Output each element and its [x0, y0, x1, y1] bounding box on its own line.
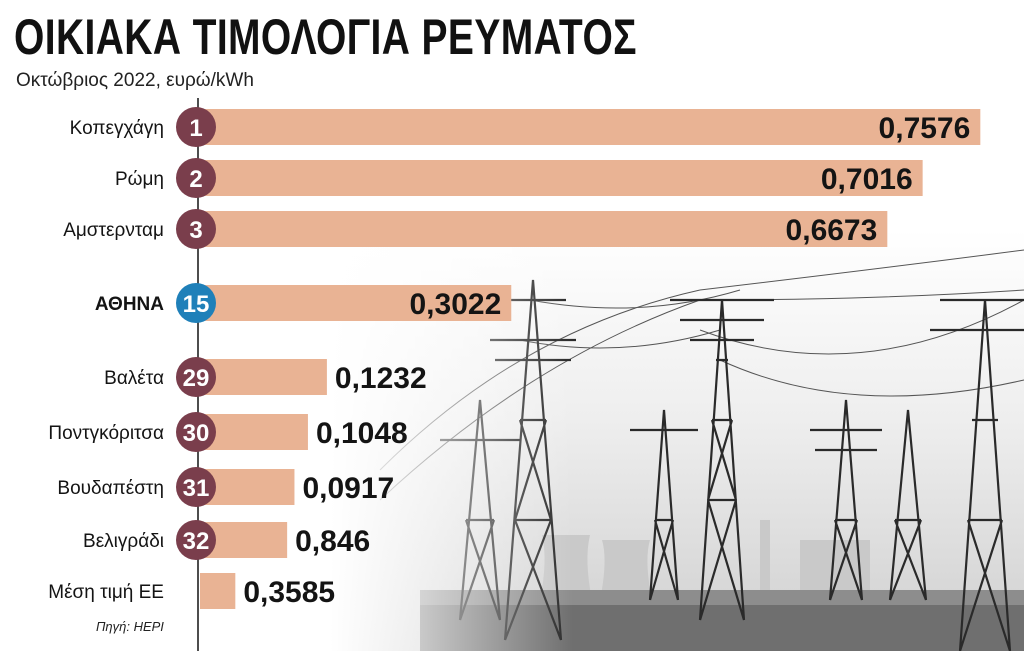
rank-number: 3	[189, 217, 202, 244]
bar-1	[200, 109, 981, 145]
rank-badge	[176, 283, 216, 323]
rank-number: 29	[183, 365, 210, 392]
rank-badge	[176, 520, 216, 560]
bar-2	[200, 160, 923, 196]
value-label: 0,3585	[243, 576, 335, 609]
category-label: Ρώμη	[115, 169, 164, 190]
bar-5	[200, 359, 327, 395]
rank-badge	[176, 158, 216, 198]
rank-badge	[176, 209, 216, 249]
rank-number: 30	[183, 420, 210, 447]
category-label: Βελιγράδι	[83, 531, 164, 552]
category-label: Μέση τιμή ΕΕ	[48, 582, 164, 603]
bar-9	[200, 573, 236, 609]
category-label: Ποντγκόριτσα	[48, 423, 164, 444]
category-label: Βουδαπέστη	[57, 478, 164, 499]
category-label: Βαλέτα	[104, 368, 164, 389]
rank-number: 31	[183, 475, 210, 502]
value-label: 0,3022	[410, 288, 502, 321]
page-title: ΟΙΚΙΑΚΑ ΤΙΜΟΛΟΓΙΑ ΡΕΥΜΑΤΟΣ	[14, 9, 637, 65]
value-label: 0,0917	[302, 472, 394, 505]
chart-subtitle: Οκτώβριος 2022, ευρώ/kWh	[16, 70, 254, 91]
rank-number: 2	[189, 166, 202, 193]
category-label: Κοπεγχάγη	[70, 118, 164, 139]
bar-6	[200, 414, 308, 450]
category-label: ΑΘΗΝΑ	[95, 294, 164, 315]
rank-badge	[176, 467, 216, 507]
rank-badge	[176, 357, 216, 397]
rank-badge	[176, 107, 216, 147]
bar-3	[200, 211, 888, 247]
rank-number: 1	[189, 115, 202, 142]
value-label: 0,7016	[821, 163, 913, 196]
rank-number: 15	[183, 291, 210, 318]
rank-badge	[176, 412, 216, 452]
source-note: Πηγή: HEPI	[96, 619, 164, 634]
rank-number: 32	[183, 528, 210, 555]
value-label: 0,1232	[335, 362, 427, 395]
value-label: 0,846	[295, 525, 370, 558]
value-label: 0,1048	[316, 417, 408, 450]
value-label: 0,6673	[786, 214, 878, 247]
category-label: Αμστερνταμ	[63, 220, 164, 241]
value-label: 0,7576	[879, 112, 971, 145]
bar-4	[200, 285, 512, 321]
